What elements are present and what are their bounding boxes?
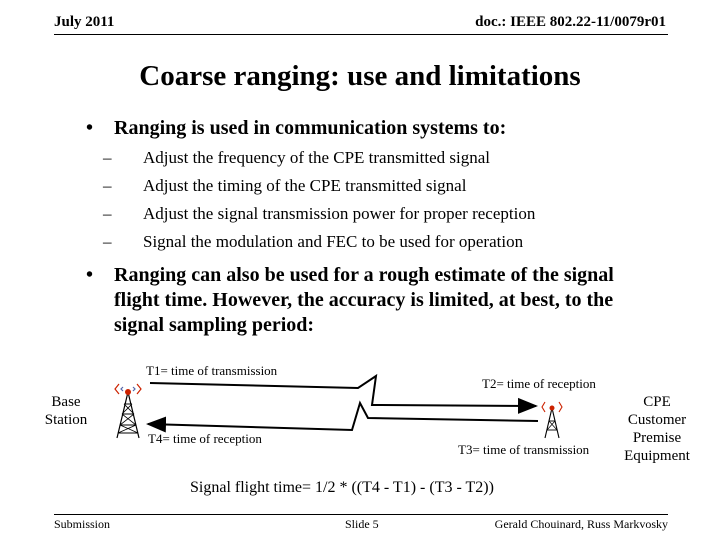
t3-label: T3= time of transmission xyxy=(458,442,590,457)
sub-list: – Adjust the frequency of the CPE transmi… xyxy=(103,144,535,256)
footer-authors: Gerald Chouinard, Russ Markvosky xyxy=(494,517,668,531)
t2-label: T2= time of reception xyxy=(482,376,596,391)
uplink-signal-arrow xyxy=(149,373,538,414)
base-station-label: Base Station xyxy=(44,394,88,428)
sub-marker: – xyxy=(103,176,112,195)
sub-marker: – xyxy=(103,232,112,251)
footer-submission: Submission xyxy=(54,517,111,531)
cpe-tower-icon xyxy=(541,401,563,439)
header-rule xyxy=(54,34,668,35)
bullet-1-text: Ranging is used in communication systems… xyxy=(114,117,507,139)
flight-time-formula: Signal flight time= 1/2 * ((T4 - T1) - (… xyxy=(190,479,494,496)
slide-title: Coarse ranging: use and limitations xyxy=(139,60,581,92)
bullet-marker: • xyxy=(86,117,94,139)
cpe-label: CPE Customer Premise Equipment xyxy=(624,394,690,464)
sub-item: – Adjust the signal transmission power fo… xyxy=(103,200,535,228)
sub-item: – Signal the modulation and FEC to be use… xyxy=(103,228,535,256)
bullet-2-text: Ranging can also be used for a rough est… xyxy=(114,264,614,336)
bullet-marker: • xyxy=(86,264,94,286)
sub-marker: – xyxy=(103,204,112,223)
base-station-tower-icon xyxy=(114,383,142,439)
footer-rule xyxy=(54,514,668,515)
sub-item-text: Adjust the frequency of the CPE transmit… xyxy=(143,148,491,167)
t1-label: T1= time of transmission xyxy=(146,363,278,378)
bullet-1: • Ranging is used in communication syste… xyxy=(86,116,686,142)
sub-marker: – xyxy=(103,148,112,167)
bullet-2: • Ranging can also be used for a rough e… xyxy=(86,263,686,343)
footer-slide-number: Slide 5 xyxy=(345,517,379,531)
sub-item: – Adjust the timing of the CPE transmitte… xyxy=(103,172,535,200)
sub-item-text: Adjust the signal transmission power for… xyxy=(143,204,536,223)
sub-item-text: Adjust the timing of the CPE transmitted… xyxy=(143,176,467,195)
t4-label: T4= time of reception xyxy=(148,431,262,446)
header-date: July 2011 xyxy=(54,14,115,30)
sub-item-text: Signal the modulation and FEC to be used… xyxy=(143,232,524,251)
header-doc-id: doc.: IEEE 802.22-11/0079r01 xyxy=(475,14,666,30)
sub-item: – Adjust the frequency of the CPE transmi… xyxy=(103,144,535,172)
downlink-signal-arrow xyxy=(146,400,539,433)
